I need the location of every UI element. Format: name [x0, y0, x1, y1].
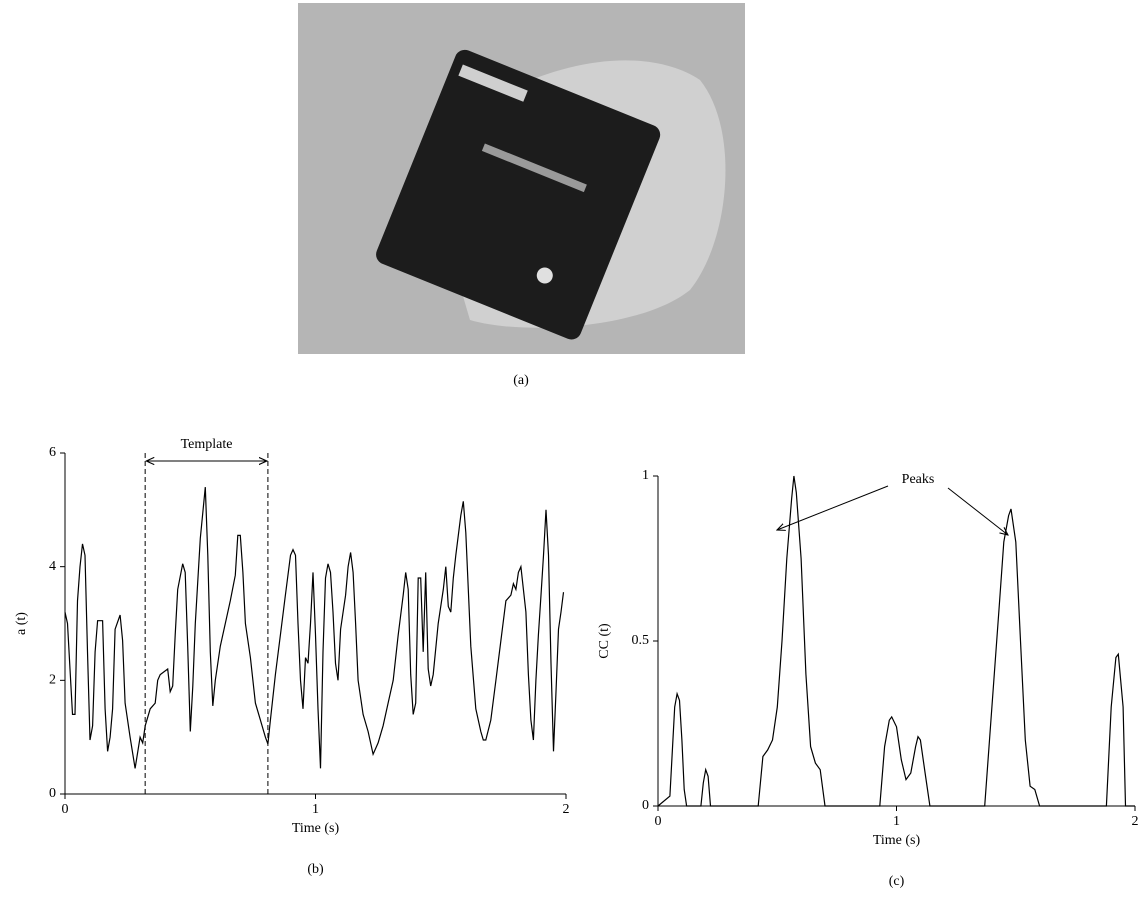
- annotation-arrow: [777, 486, 888, 530]
- annotation-arrow: [948, 488, 1008, 535]
- data-line: [658, 476, 1135, 806]
- y-axis-label: a (t): [14, 612, 29, 635]
- x-tick-label: 0: [655, 814, 662, 829]
- chart-caption: (b): [307, 862, 324, 877]
- y-tick-label: 0.5: [632, 633, 650, 648]
- data-line: [65, 487, 564, 768]
- y-axis-label: CC (t): [597, 623, 612, 659]
- y-tick-label: 2: [49, 673, 56, 688]
- x-tick-label: 2: [563, 802, 570, 817]
- x-tick-label: 2: [1132, 814, 1139, 829]
- x-tick-label: 1: [312, 802, 319, 817]
- annotation: Template: [181, 437, 233, 452]
- x-axis-label: Time (s): [873, 833, 921, 848]
- annotation: Peaks: [902, 472, 935, 487]
- x-axis-label: Time (s): [292, 821, 340, 836]
- figure: (a) 0 2 4 6 0 1 2 Time (s) a (t) (b) Template 0 0.5 1…: [0, 0, 1144, 898]
- y-tick-label: 1: [642, 468, 649, 483]
- y-tick-label: 6: [49, 445, 56, 460]
- photo-caption: (a): [513, 373, 529, 388]
- x-tick-label: 0: [62, 802, 69, 817]
- chart-caption: (c): [889, 874, 905, 889]
- y-tick-label: 4: [49, 559, 56, 574]
- y-tick-label: 0: [642, 798, 649, 813]
- x-tick-label: 1: [893, 814, 900, 829]
- page: (a) 0 2 4 6 0 1 2 Time (s) a (t) (b) Template 0 0.5 1…: [0, 0, 1144, 903]
- y-tick-label: 0: [49, 786, 56, 801]
- photo: [298, 3, 745, 354]
